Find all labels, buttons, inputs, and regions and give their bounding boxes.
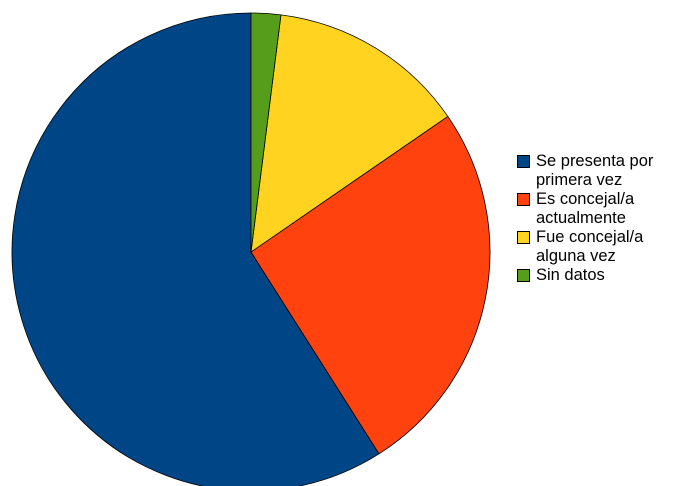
legend-swatch (517, 193, 530, 206)
legend-swatch (517, 155, 530, 168)
legend-item: Sin datos (517, 266, 684, 285)
legend-swatch (517, 269, 530, 282)
legend-label: Se presenta por primera vez (536, 152, 654, 189)
legend-label: Fue concejal/a alguna vez (536, 228, 644, 265)
legend-swatch (517, 231, 530, 244)
pie-slice (250, 14, 449, 253)
pie-slice (11, 12, 380, 486)
legend-item: Fue concejal/a alguna vez (517, 228, 684, 266)
legend-label: Es concejal/a actualmente (536, 190, 635, 227)
legend-item: Se presenta por primera vez (517, 152, 684, 190)
legend: Se presenta por primera vez Es concejal/a… (517, 152, 684, 285)
legend-label: Sin datos (536, 266, 605, 284)
pie-slice (250, 12, 282, 253)
pie-slice (250, 115, 491, 455)
legend-item: Es concejal/a actualmente (517, 190, 684, 228)
